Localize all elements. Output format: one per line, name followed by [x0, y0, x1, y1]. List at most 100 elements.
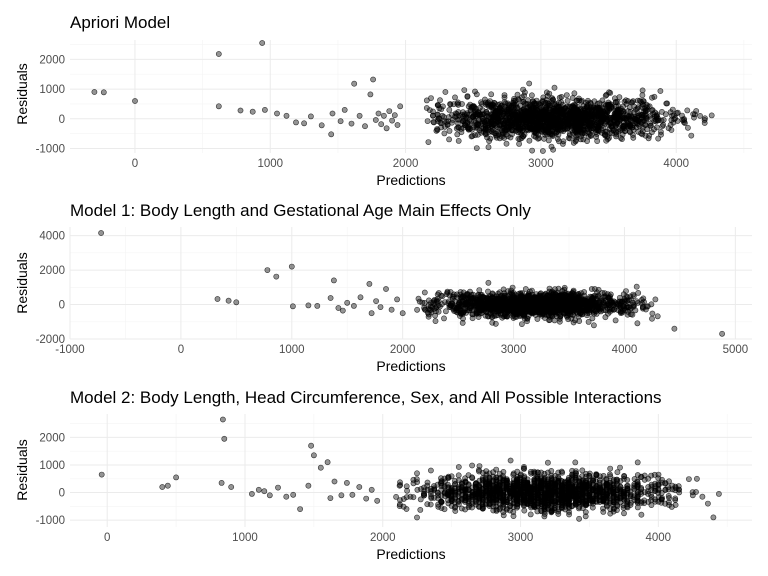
data-point: [570, 312, 576, 319]
data-point: [498, 118, 504, 124]
data-point: [697, 113, 703, 119]
data-point: [444, 121, 451, 128]
data-point: [259, 40, 266, 46]
data-point: [553, 112, 560, 118]
data-point: [356, 112, 363, 119]
data-point: [664, 100, 670, 107]
data-point: [643, 114, 649, 121]
data-point: [397, 497, 403, 503]
data-point: [498, 292, 505, 299]
x-axis-title: Predictions: [376, 358, 445, 374]
data-point: [546, 90, 553, 97]
data-point: [432, 305, 439, 311]
data-point: [274, 110, 280, 117]
data-point: [264, 267, 271, 273]
data-point: [427, 501, 434, 508]
data-point: [457, 309, 464, 316]
data-point: [327, 295, 334, 301]
panel-title: Model 1: Body Length and Gestational Age…: [70, 201, 531, 220]
data-point: [600, 508, 607, 515]
data-point: [555, 293, 561, 300]
data-point: [489, 110, 495, 117]
data-point: [348, 120, 355, 127]
data-point: [621, 475, 627, 482]
data-point: [541, 506, 548, 513]
data-point: [380, 112, 387, 119]
data-point: [552, 130, 559, 137]
data-point: [485, 288, 491, 295]
data-point: [441, 130, 448, 137]
data-point: [288, 263, 295, 270]
data-point: [328, 131, 335, 138]
x-tick-label: 1000: [232, 532, 258, 544]
data-point: [616, 118, 623, 124]
data-point: [580, 126, 586, 133]
data-point: [615, 128, 622, 135]
data-point: [370, 76, 376, 83]
data-point: [612, 317, 619, 324]
data-point: [625, 98, 631, 104]
data-point: [485, 279, 492, 286]
data-point: [416, 298, 423, 305]
data-point: [554, 300, 561, 306]
data-point: [526, 137, 533, 144]
data-point: [501, 99, 508, 105]
data-point: [666, 502, 672, 508]
data-point: [461, 87, 468, 93]
data-point: [537, 307, 544, 313]
y-tick-label: 2000: [39, 54, 65, 66]
data-point: [452, 94, 458, 101]
x-tick-label: 2000: [393, 158, 419, 170]
data-point: [394, 296, 400, 303]
data-point: [616, 94, 623, 101]
data-point: [549, 295, 556, 302]
data-point: [465, 292, 472, 298]
data-point: [657, 88, 664, 94]
data-point: [490, 299, 497, 305]
data-point: [634, 97, 641, 104]
data-point: [389, 117, 395, 124]
data-point: [569, 297, 576, 304]
data-point: [591, 119, 598, 126]
data-point: [414, 479, 420, 485]
data-point: [693, 108, 700, 114]
data-point: [652, 296, 659, 303]
data-point: [378, 121, 385, 128]
data-point: [630, 98, 636, 105]
data-point: [639, 87, 646, 94]
data-point: [649, 107, 655, 114]
data-point: [446, 136, 452, 143]
data-point: [542, 120, 549, 126]
data-point: [429, 112, 436, 119]
data-point: [434, 127, 441, 133]
data-point: [538, 100, 544, 107]
data-point: [351, 80, 358, 87]
data-point: [598, 122, 605, 129]
x-tick-label: 0: [178, 344, 184, 356]
data-point: [373, 298, 379, 304]
data-point: [455, 464, 462, 470]
panel-title: Apriori Model: [70, 13, 170, 32]
data-point: [564, 126, 570, 132]
data-point: [521, 92, 527, 99]
data-point: [465, 126, 472, 133]
data-point: [98, 230, 104, 236]
data-point: [397, 103, 404, 110]
data-point: [672, 502, 679, 508]
x-tick-label: 3000: [501, 344, 527, 356]
y-tick-label: 2000: [39, 432, 65, 444]
data-point: [654, 124, 660, 131]
data-point: [490, 99, 497, 106]
y-axis-title: Residuals: [14, 252, 30, 313]
data-point: [508, 287, 514, 294]
data-point: [623, 288, 629, 294]
data-point: [607, 465, 614, 472]
y-tick-label: 0: [59, 488, 65, 500]
data-point: [215, 51, 222, 57]
data-point: [350, 302, 357, 309]
y-tick-label: 2000: [39, 265, 65, 277]
data-point: [519, 321, 525, 327]
data-point: [523, 303, 530, 310]
data-point: [479, 111, 485, 118]
